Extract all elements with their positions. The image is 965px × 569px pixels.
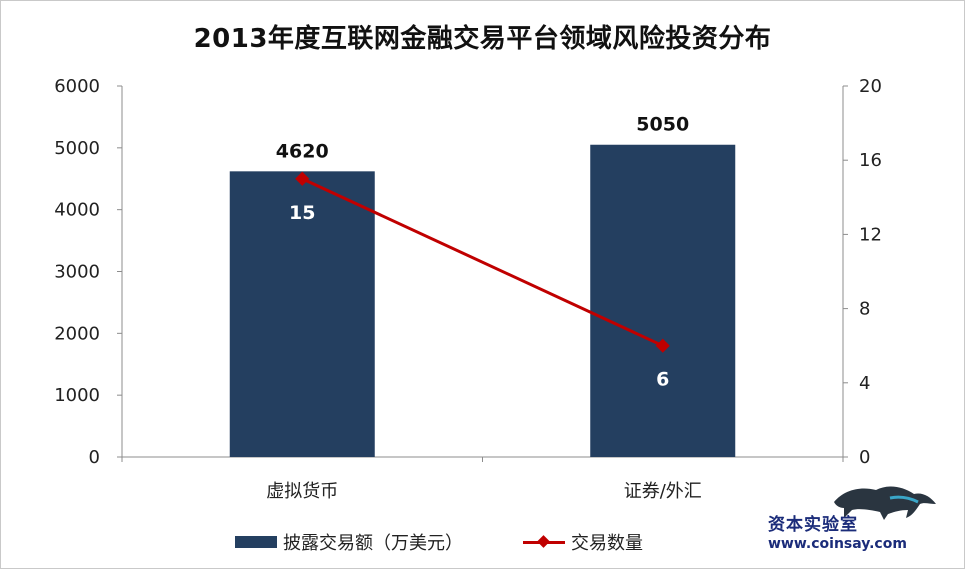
y-left-tick-label: 4000 (54, 200, 100, 221)
legend-line-swatch (523, 535, 565, 549)
y-left-tick-label: 0 (89, 447, 100, 468)
y-right-tick-label: 16 (859, 150, 882, 171)
legend-line-label: 交易数量 (571, 533, 643, 554)
legend-item-line: 交易数量 (523, 529, 643, 555)
bar (229, 171, 375, 457)
legend-bar-label: 披露交易额（万美元） (283, 533, 463, 554)
x-category-label: 证券/外汇 (624, 481, 702, 502)
chart-legend: 披露交易额（万美元） 交易数量 (235, 528, 703, 556)
y-right-tick-label: 12 (859, 224, 882, 245)
y-left-tick-label: 3000 (54, 262, 100, 283)
panther-logo-icon (834, 486, 936, 520)
y-right-tick-label: 20 (859, 76, 882, 97)
line-series (301, 177, 664, 348)
watermark-name: 资本实验室 (768, 515, 858, 535)
line-point (295, 171, 310, 186)
y-right-tick-label: 4 (859, 373, 870, 394)
line-value-label: 6 (656, 369, 669, 391)
bar (590, 144, 736, 457)
y-left-tick-label: 5000 (54, 138, 100, 159)
y-left-tick-label: 1000 (54, 385, 100, 406)
bar-value-label: 4620 (276, 140, 329, 162)
y-right-tick-label: 8 (859, 299, 870, 320)
watermark-url: www.coinsay.com (768, 536, 907, 552)
chart-title: 2013年度互联网金融交易平台领域风险投资分布 (193, 24, 772, 54)
y-right-tick-label: 0 (859, 447, 870, 468)
legend-bar-swatch (235, 536, 277, 548)
x-category-label: 虚拟货币 (266, 481, 338, 502)
line-value-label: 15 (289, 202, 315, 224)
legend-item-bar: 披露交易额（万美元） (235, 529, 463, 555)
y-left-tick-label: 6000 (54, 76, 100, 97)
line-point (655, 338, 670, 353)
bar-value-label: 5050 (636, 114, 689, 136)
y-left-tick-label: 2000 (54, 323, 100, 344)
watermark: 资本实验室 www.coinsay.com (760, 480, 950, 560)
